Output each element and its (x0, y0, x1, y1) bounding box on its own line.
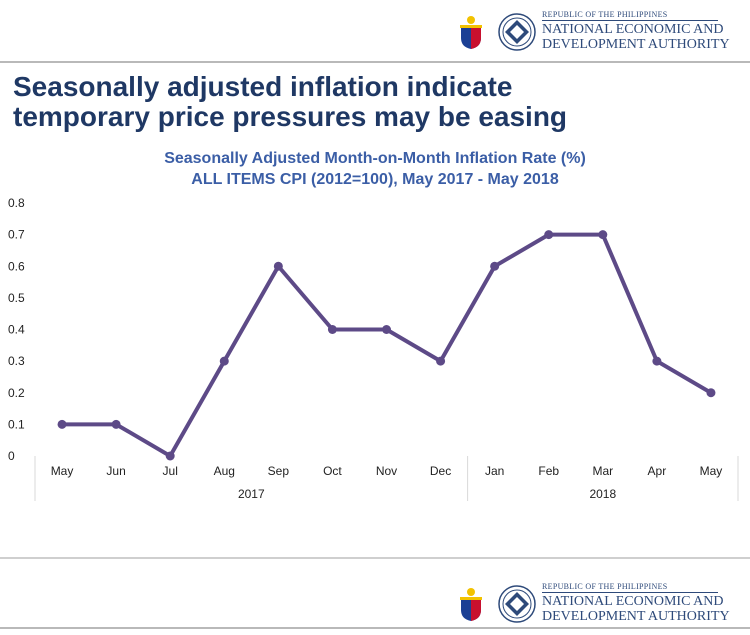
philippine-seal-icon (460, 16, 482, 49)
slide-title-line2: temporary price pressures may be easing (13, 101, 568, 132)
data-point (436, 356, 446, 366)
neda-emblem-icon (498, 585, 536, 623)
y-tick-label: 0.1 (8, 417, 25, 431)
agency-republic-text: REPUBLIC OF THE PHILIPPINES (542, 582, 668, 591)
x-tick-label: May (700, 464, 723, 478)
y-tick-label: 0 (8, 449, 15, 463)
slide-title-line1: Seasonally adjusted inflation indicate (13, 71, 513, 102)
agency-name-line1: NATIONAL ECONOMIC AND (542, 22, 724, 37)
bottom-divider (0, 557, 750, 559)
data-point (652, 356, 662, 366)
data-point (490, 261, 500, 271)
x-tick-label: Aug (214, 464, 235, 478)
chart-title: Seasonally Adjusted Month-on-Month Infla… (164, 150, 586, 167)
inflation-line-chart: 0 0.1 0.2 0.3 0.4 0.5 0.6 0.7 0.8 May Jun Jul Aug Sep… (8, 196, 739, 501)
x-tick-label: Mar (592, 464, 613, 478)
agency-name-line1: NATIONAL ECONOMIC AND (542, 594, 724, 609)
x-tick-label: Dec (430, 464, 451, 478)
y-tick-label: 0.2 (8, 386, 25, 400)
y-tick-label: 0.7 (8, 228, 25, 242)
x-tick-label: Nov (376, 464, 397, 478)
slide-title: Seasonally adjusted inflation indicate t… (13, 72, 567, 132)
header-divider (0, 61, 750, 63)
philippine-seal-icon (460, 588, 482, 621)
data-point (598, 230, 608, 240)
data-point (706, 388, 716, 398)
x-group-label: 2018 (589, 487, 616, 501)
footer-divider (0, 627, 750, 629)
series-line (60, 232, 713, 458)
x-group-label: 2017 (238, 487, 265, 501)
data-point (544, 230, 554, 240)
x-tick-label: Jan (485, 464, 504, 478)
agency-name: REPUBLIC OF THE PHILIPPINES NATIONAL ECO… (542, 582, 730, 624)
x-tick-label: Apr (648, 464, 667, 478)
data-point (327, 325, 337, 334)
chart-subtitle: ALL ITEMS CPI (2012=100), May 2017 - May… (191, 171, 559, 188)
x-tick-label: Sep (268, 464, 290, 478)
data-point (382, 325, 391, 334)
x-tick-label: Oct (323, 464, 342, 478)
agency-name: REPUBLIC OF THE PHILIPPINES NATIONAL ECO… (542, 10, 730, 52)
x-tick-label: May (51, 464, 74, 478)
agency-name-line2: DEVELOPMENT AUTHORITY (542, 37, 730, 52)
data-point (111, 419, 121, 429)
top-header: REPUBLIC OF THE PHILIPPINES NATIONAL ECO… (0, 0, 750, 63)
footer-header: REPUBLIC OF THE PHILIPPINES NATIONAL ECO… (0, 572, 750, 632)
y-tick-label: 0.8 (8, 196, 25, 210)
data-point (165, 451, 175, 461)
neda-emblem-icon (498, 13, 536, 51)
data-point (273, 261, 283, 271)
y-tick-label: 0.3 (8, 354, 25, 368)
y-tick-label: 0.4 (8, 323, 25, 337)
x-tick-label: Jun (106, 464, 125, 478)
data-point (219, 356, 229, 366)
agency-name-line2: DEVELOPMENT AUTHORITY (542, 609, 730, 624)
y-tick-label: 0.5 (8, 291, 25, 305)
x-tick-label: Jul (163, 464, 178, 478)
data-point (57, 419, 67, 429)
agency-republic-text: REPUBLIC OF THE PHILIPPINES (542, 10, 668, 19)
y-tick-label: 0.6 (8, 259, 25, 273)
x-tick-label: Feb (538, 464, 559, 478)
